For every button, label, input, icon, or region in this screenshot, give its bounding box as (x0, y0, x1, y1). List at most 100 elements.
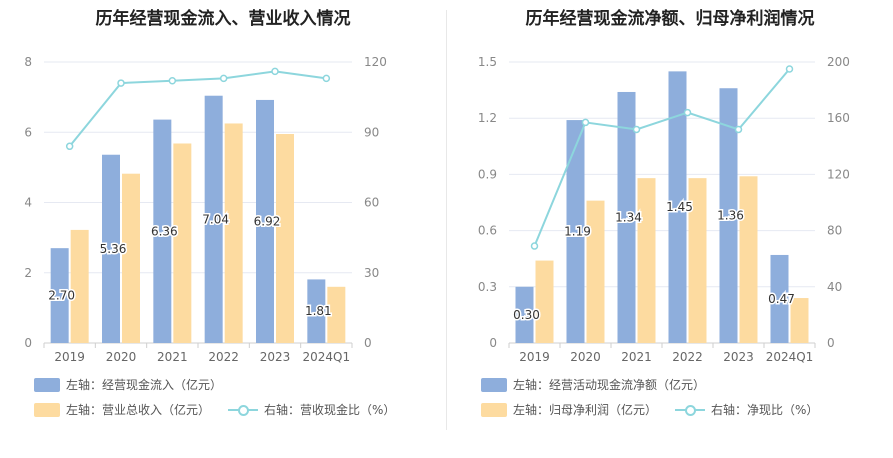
line-point (219, 74, 228, 83)
y-tick-label-right: 90 (364, 125, 379, 139)
bar-data-label: 1.36 (717, 209, 744, 223)
legend-line-icon (675, 403, 706, 417)
line-series-ratio (68, 70, 327, 147)
bar-series-2 (586, 200, 605, 343)
bar-series-1 (153, 119, 172, 343)
y-tick-label-right: 120 (364, 55, 387, 69)
bar-series-1 (204, 95, 223, 343)
y-tick-label-right: 160 (827, 111, 850, 125)
legend-row-2-left: 左轴：营业总收入（亿元） 右轴：营收现金比（%） (34, 401, 413, 418)
line-point (530, 242, 539, 250)
legend-label: 左轴：经营活动现金流净额（亿元） (513, 378, 706, 392)
bar-series-1 (617, 91, 636, 344)
legend-row-1-right: 左轴：经营活动现金流净额（亿元） (481, 376, 723, 393)
line-point (65, 142, 74, 151)
bar-data-label: 6.92 (254, 214, 281, 228)
y-tick-label-right: 40 (827, 280, 842, 294)
bar-data-label: 5.36 (100, 242, 127, 256)
bar-data-label: 1.81 (305, 304, 332, 318)
y-tick-label-left: 0.9 (478, 167, 497, 181)
legend-swatch-blue (481, 377, 507, 392)
x-tick-label: 2022 (672, 350, 703, 364)
chart-title-left: 历年经营现金流入、营业收入情况 (95, 9, 351, 29)
bar-series-2 (688, 178, 707, 343)
y-tick-label-left: 1.5 (478, 55, 497, 69)
y-tick-label-left: 0.3 (478, 280, 497, 294)
legend-item-net-profit[interactable]: 左轴：归母净利润（亿元） (481, 401, 657, 418)
bar-series-1 (668, 71, 687, 343)
bar-series-2 (535, 260, 554, 343)
y-tick-label-left: 1.2 (478, 111, 497, 125)
y-tick-label-right: 60 (364, 196, 379, 210)
bar-data-label: 2.70 (48, 289, 75, 303)
chart-panel-left: 历年经营现金流入、营业收入情况 0 0 2 30 4 60 6 90 8 120 2019 2.70 2… (0, 0, 446, 458)
y-tick-label-left: 0 (489, 336, 497, 350)
bar-series-1 (770, 254, 789, 343)
legend-item-revenue-cash-ratio[interactable]: 右轴：营收现金比（%） (228, 401, 395, 418)
chart-title-right: 历年经营现金流净额、归母净利润情况 (525, 9, 815, 29)
legend-label: 左轴：归母净利润（亿元） (513, 403, 658, 417)
bar-series-2 (790, 298, 809, 343)
x-tick-label: 2024Q1 (303, 350, 351, 364)
y-tick-label-right: 200 (827, 55, 850, 69)
bar-data-label: 6.36 (151, 224, 178, 238)
x-tick-label: 2023 (260, 350, 291, 364)
bar-series-2 (122, 173, 140, 343)
legend-label: 右轴：营收现金比（%） (264, 403, 396, 417)
x-tick-label: 2019 (54, 350, 85, 364)
bar-series-2 (637, 178, 656, 343)
bar-series-1 (719, 88, 738, 343)
bar-data-label: 1.34 (615, 210, 642, 224)
bar-data-label: 0.30 (513, 308, 540, 322)
y-tick-label-left: 0.6 (478, 224, 497, 238)
x-tick-label: 2024Q1 (766, 350, 814, 364)
line-point (734, 125, 743, 134)
legend-row-2-right: 左轴：归母净利润（亿元） 右轴：净现比（%） (481, 401, 836, 418)
line-point (322, 74, 331, 83)
line-point (632, 125, 641, 134)
bar-data-label: 0.47 (768, 292, 795, 306)
bar-series-1 (256, 99, 274, 343)
legend-item-net-cash-ratio[interactable]: 右轴：净现比（%） (675, 401, 818, 418)
panel-divider (446, 10, 447, 430)
legend-swatch-orange (481, 402, 507, 417)
bar-series-2 (173, 143, 192, 343)
x-tick-label: 2022 (208, 350, 239, 364)
y-tick-label-right: 80 (827, 224, 842, 238)
chart-panel-right: 历年经营现金流净额、归母净利润情况 0 0 0.3 40 0.6 80 0.9 120 1.2 1… (447, 0, 893, 458)
line-point (581, 118, 590, 127)
y-tick-label-left: 2 (24, 266, 32, 280)
line-point (271, 67, 279, 76)
bar-data-label: 7.04 (202, 212, 229, 226)
bar-series-1 (102, 154, 120, 343)
legend-swatch-blue (34, 377, 60, 392)
y-tick-label-right: 0 (364, 336, 372, 350)
bar-series-1 (515, 286, 534, 343)
line-point (168, 76, 177, 85)
line-point (117, 79, 125, 87)
x-tick-label: 2021 (157, 350, 188, 364)
bar-series-1 (566, 120, 585, 343)
bar-series-2 (276, 134, 294, 343)
legend-item-revenue[interactable]: 左轴：营业总收入（亿元） (34, 401, 210, 418)
y-tick-label-left: 8 (24, 55, 32, 69)
legend-item-net-operating-cash[interactable]: 左轴：经营活动现金流净额（亿元） (481, 376, 705, 393)
legend-label: 左轴：经营现金流入（亿元） (66, 378, 223, 392)
legend-swatch-orange (34, 402, 60, 417)
legend-row-1-left: 左轴：经营现金流入（亿元） (34, 376, 240, 393)
x-tick-label: 2023 (723, 350, 754, 364)
legend-line-icon (228, 403, 259, 417)
x-tick-label: 2020 (106, 350, 137, 364)
legend-label: 左轴：营业总收入（亿元） (66, 403, 211, 417)
bar-series-1 (307, 279, 326, 343)
bar-series-1 (50, 248, 69, 343)
y-tick-label-left: 4 (24, 196, 32, 210)
legend-item-cash-inflow[interactable]: 左轴：经营现金流入（亿元） (34, 376, 222, 393)
bar-series-2 (70, 229, 89, 343)
x-tick-label: 2019 (519, 350, 550, 364)
y-tick-label-left: 0 (24, 336, 32, 350)
line-point (785, 65, 794, 73)
y-tick-label-right: 120 (827, 167, 850, 181)
bar-series-2 (327, 286, 346, 343)
bar-series-2 (739, 176, 758, 343)
